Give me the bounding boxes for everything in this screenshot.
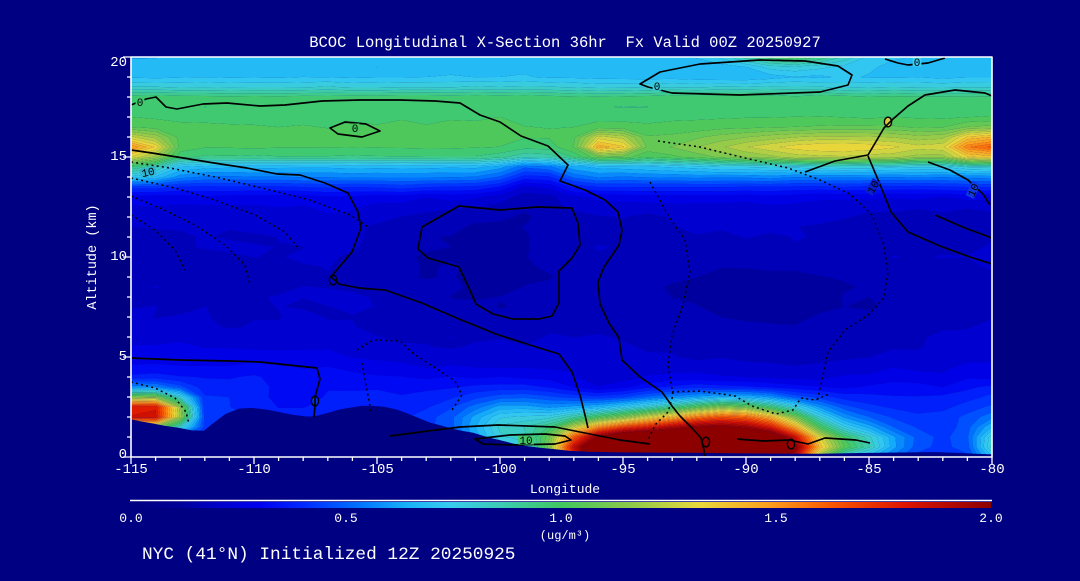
svg-text:0: 0 — [352, 124, 359, 136]
svg-text:10: 10 — [519, 436, 532, 448]
svg-text:10: 10 — [866, 179, 883, 196]
svg-text:10: 10 — [141, 167, 156, 181]
svg-text:0: 0 — [654, 82, 661, 94]
svg-text:0: 0 — [914, 58, 921, 70]
svg-text:0: 0 — [137, 98, 144, 110]
svg-text:10: 10 — [966, 182, 982, 199]
svg-text:Altitude (km): Altitude (km) — [86, 204, 101, 309]
